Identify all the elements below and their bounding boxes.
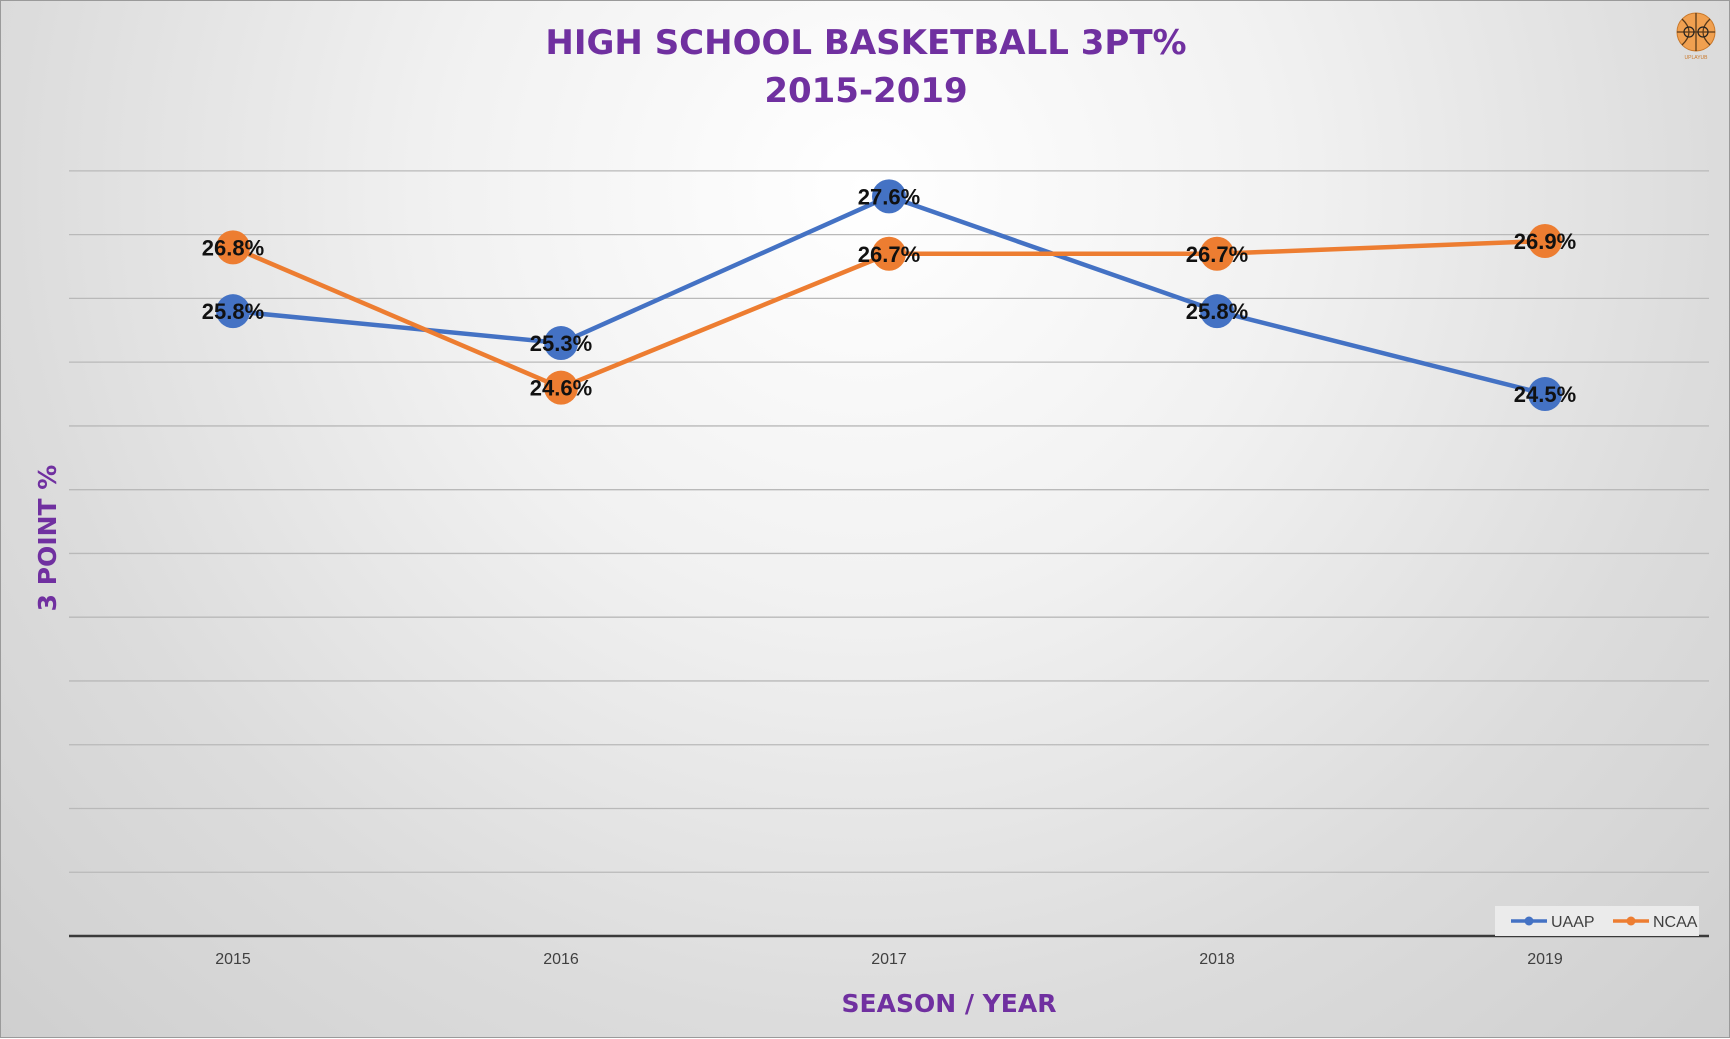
legend: UAAP NCAA xyxy=(1495,906,1699,936)
data-label-uaap: 24.5% xyxy=(1514,382,1576,407)
chart-subtitle: 2015-2019 xyxy=(764,71,968,111)
series-lines xyxy=(216,179,1562,412)
x-tick-label: 2015 xyxy=(215,951,251,968)
x-tick-labels: 2015 2016 2017 2018 2019 xyxy=(215,951,1563,968)
data-point-ncaa xyxy=(872,236,906,271)
x-tick-label: 2018 xyxy=(1199,951,1235,968)
gridlines xyxy=(69,170,1709,873)
basketball-logo-icon: UPLAYUB xyxy=(1676,12,1716,61)
data-point-ncaa xyxy=(544,370,578,405)
data-label-uaap: 25.8% xyxy=(202,299,264,324)
x-tick-label: 2016 xyxy=(543,951,579,968)
legend-label-uaap: UAAP xyxy=(1551,914,1595,931)
data-label-ncaa: 26.9% xyxy=(1514,229,1576,254)
data-label-uaap: 25.8% xyxy=(1186,299,1248,324)
data-point-ncaa xyxy=(1528,224,1562,259)
data-point-uaap xyxy=(1528,377,1562,412)
x-tick-label: 2019 xyxy=(1527,951,1563,968)
data-label-ncaa: 26.8% xyxy=(202,235,264,260)
chart-title-main: HIGH SCHOOL BASKETBALL 3PT% xyxy=(545,23,1187,63)
legend-label-ncaa: NCAA xyxy=(1653,914,1698,931)
legend-marker-ncaa xyxy=(1626,916,1636,926)
data-label-uaap: 25.3% xyxy=(530,331,592,356)
data-point-ncaa xyxy=(1200,236,1234,271)
data-point-uaap xyxy=(872,179,906,214)
logo-caption: UPLAYUB xyxy=(1685,55,1709,61)
series-line-uaap xyxy=(232,194,1546,397)
x-tick-label: 2017 xyxy=(871,951,907,968)
y-axis-title: 3 POINT % xyxy=(33,465,62,612)
data-labels: 25.8% 25.3% 27.6% 25.8% 24.5% 26.8% 24.6% 26.7%… xyxy=(202,184,1576,407)
data-label-ncaa: 26.7% xyxy=(858,242,920,267)
data-label-ncaa: 24.6% xyxy=(530,376,592,401)
data-point-uaap xyxy=(544,326,578,361)
x-axis-title: SEASON / YEAR xyxy=(842,989,1057,1018)
data-point-ncaa xyxy=(216,230,250,265)
data-label-ncaa: 26.7% xyxy=(1186,242,1248,267)
data-point-uaap xyxy=(216,294,250,329)
data-point-uaap xyxy=(1200,294,1234,329)
chart-title: HIGH SCHOOL BASKETBALL 3PT% 2015-2019 xyxy=(1,19,1730,115)
legend-marker-uaap xyxy=(1524,916,1534,926)
data-label-uaap: 27.6% xyxy=(858,184,920,209)
